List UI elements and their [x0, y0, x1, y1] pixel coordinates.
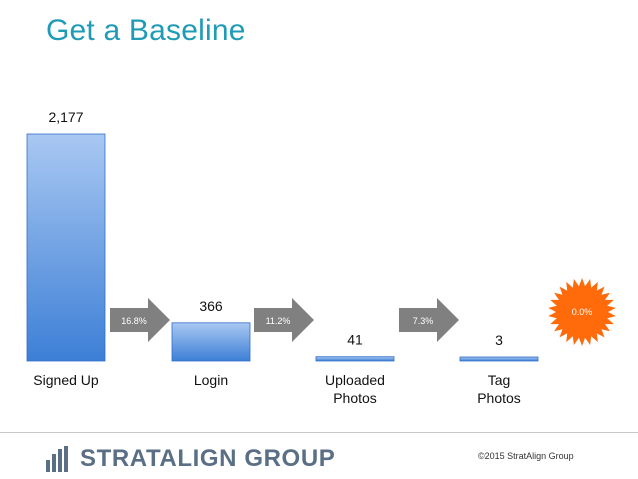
conversion-arrow — [254, 298, 314, 342]
bar-value-label: 41 — [347, 332, 363, 348]
logo-text: STRATALIGN GROUP — [80, 445, 336, 472]
bar-value-label: 3 — [495, 332, 503, 348]
final-rate-label: 0.0% — [572, 307, 593, 317]
final-rate-burst — [548, 278, 616, 346]
bar — [315, 356, 395, 362]
conversion-rate-label: 11.2% — [266, 316, 291, 326]
category-label: Login — [194, 372, 228, 388]
category-label: Photos — [477, 390, 521, 406]
bar-value-label: 366 — [199, 298, 223, 314]
slide-title: Get a Baseline — [46, 14, 246, 47]
conversion-arrow — [399, 298, 459, 342]
category-label: Uploaded — [325, 372, 385, 388]
category-label: Photos — [333, 390, 377, 406]
bar — [459, 356, 539, 362]
stratalign-logo: STRATALIGN GROUP — [46, 444, 335, 474]
bar — [171, 322, 251, 362]
copyright-text: ©2015 StratAlign Group — [478, 451, 574, 461]
bar-value-label: 2,177 — [48, 109, 83, 125]
logo-bars-icon — [46, 446, 68, 472]
conversion-arrow — [110, 298, 170, 342]
funnel-bar-chart: 2,177 Signed Up 366 Login 41 Uploaded Photos 3 T… — [26, 109, 616, 406]
category-label: Signed Up — [33, 372, 99, 388]
footer-divider — [0, 432, 638, 433]
category-label: Tag — [488, 372, 511, 388]
conversion-rate-label: 7.3% — [413, 316, 434, 326]
conversion-rate-label: 16.8% — [121, 316, 147, 326]
bar — [26, 133, 106, 362]
